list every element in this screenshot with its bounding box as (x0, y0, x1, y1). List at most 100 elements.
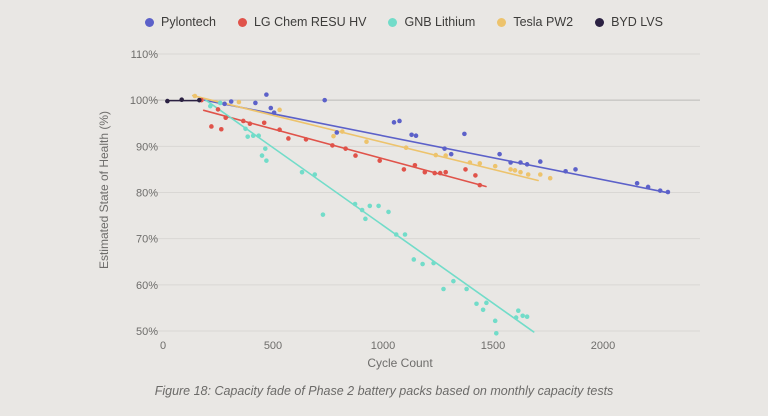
data-point-lg-chem-resu-hv (473, 173, 478, 178)
data-point-gnb-lithium (492, 318, 498, 324)
data-point-gnb-lithium (513, 315, 519, 320)
data-point-pylontech (448, 151, 454, 157)
data-point-gnb-lithium (259, 153, 265, 158)
y-tick-label: 100% (130, 95, 158, 107)
data-point-pylontech (409, 132, 414, 138)
legend-swatch-icon (237, 17, 247, 27)
data-point-lg-chem-resu-hv (247, 121, 253, 127)
data-point-gnb-lithium (480, 307, 486, 313)
data-point-pylontech (645, 184, 651, 190)
data-point-pylontech (228, 99, 234, 104)
legend-label: GNB Lithium (404, 15, 476, 29)
chart-legend: Pylontech LG Chem RESU HV GNB Lithium Tesla… (0, 15, 768, 29)
legend-label: BYD LVS (611, 15, 663, 29)
data-point-tesla-pw2 (443, 153, 449, 158)
data-point-lg-chem-resu-hv (303, 137, 309, 142)
data-point-lg-chem-resu-hv (477, 182, 483, 188)
data-point-tesla-pw2 (192, 93, 198, 99)
data-point-lg-chem-resu-hv (437, 170, 443, 176)
data-point-gnb-lithium (474, 301, 479, 307)
data-point-gnb-lithium (484, 300, 489, 306)
data-point-byd-lvs (197, 97, 202, 103)
legend-label: Tesla PW2 (513, 15, 574, 29)
data-point-gnb-lithium (494, 331, 499, 336)
data-point-gnb-lithium (320, 212, 326, 217)
x-tick-label: 0 (160, 340, 166, 352)
data-point-gnb-lithium (386, 209, 391, 215)
data-point-pylontech (264, 92, 269, 97)
data-point-lg-chem-resu-hv (422, 169, 428, 175)
data-point-lg-chem-resu-hv (286, 136, 291, 141)
data-point-gnb-lithium (217, 100, 223, 106)
data-point-lg-chem-resu-hv (223, 115, 228, 121)
data-point-lg-chem-resu-hv (463, 167, 468, 172)
data-point-lg-chem-resu-hv (377, 158, 383, 163)
legend-item-gnb-lithium: GNB Lithium (388, 15, 475, 29)
legend-item-lg-chem-resu-hv: LG Chem RESU HV (237, 15, 366, 29)
data-point-pylontech (563, 168, 568, 174)
data-point-tesla-pw2 (433, 152, 439, 158)
data-point-lg-chem-resu-hv (330, 143, 335, 148)
data-point-gnb-lithium (393, 232, 399, 237)
x-tick-label: 500 (264, 340, 282, 352)
data-point-tesla-pw2 (403, 145, 409, 151)
data-point-lg-chem-resu-hv (343, 146, 348, 151)
data-point-tesla-pw2 (364, 139, 369, 145)
data-point-tesla-pw2 (538, 172, 543, 177)
data-point-lg-chem-resu-hv (443, 169, 449, 175)
data-point-lg-chem-resu-hv (209, 124, 214, 129)
y-axis-title: Estimated State of Health (%) (97, 111, 111, 269)
data-point-tesla-pw2 (277, 107, 282, 113)
data-point-gnb-lithium (243, 126, 248, 132)
data-point-gnb-lithium (402, 232, 408, 237)
data-point-gnb-lithium (524, 314, 530, 319)
data-point-pylontech (413, 133, 419, 139)
data-point-lg-chem-resu-hv (215, 107, 221, 112)
trend-line-pylontech (204, 99, 670, 194)
data-point-pylontech (253, 100, 258, 106)
data-point-tesla-pw2 (467, 160, 473, 165)
data-point-pylontech (397, 118, 402, 124)
data-point-gnb-lithium (420, 261, 425, 267)
data-point-pylontech (657, 188, 663, 193)
data-point-byd-lvs (179, 97, 184, 103)
data-point-gnb-lithium (352, 201, 358, 207)
data-point-gnb-lithium (359, 207, 365, 213)
data-point-tesla-pw2 (512, 168, 518, 173)
legend-label: Pylontech (161, 15, 216, 29)
data-point-tesla-pw2 (547, 175, 553, 181)
trend-line-gnb-lithium (205, 99, 535, 333)
data-point-tesla-pw2 (340, 129, 345, 134)
y-tick-label: 70% (136, 234, 158, 246)
data-point-pylontech (508, 160, 513, 165)
data-point-gnb-lithium (367, 203, 373, 209)
y-tick-label: 60% (136, 280, 158, 292)
y-tick-label: 90% (136, 141, 158, 153)
x-tick-label: 2000 (591, 340, 615, 352)
data-point-lg-chem-resu-hv (241, 118, 246, 124)
data-point-byd-lvs (165, 98, 170, 104)
data-point-lg-chem-resu-hv (261, 120, 267, 126)
legend-item-byd-lvs: BYD LVS (595, 15, 663, 29)
data-point-pylontech (524, 162, 530, 167)
data-point-pylontech (222, 101, 227, 107)
data-point-tesla-pw2 (508, 167, 513, 172)
data-point-gnb-lithium (208, 103, 213, 109)
data-point-pylontech (497, 151, 502, 157)
legend-swatch-icon (497, 17, 507, 27)
data-point-tesla-pw2 (492, 163, 498, 169)
data-point-pylontech (665, 189, 671, 195)
data-point-tesla-pw2 (477, 161, 483, 166)
legend-swatch-icon (595, 17, 605, 27)
data-point-pylontech (322, 97, 328, 103)
data-point-lg-chem-resu-hv (353, 153, 358, 158)
data-point-gnb-lithium (245, 134, 250, 139)
data-point-gnb-lithium (451, 278, 456, 284)
data-point-pylontech (538, 159, 543, 164)
x-axis-title: Cycle Count (367, 356, 433, 370)
data-point-pylontech (518, 160, 523, 165)
data-point-tesla-pw2 (518, 169, 523, 175)
y-tick-label: 80% (136, 188, 158, 200)
data-point-pylontech (462, 131, 467, 137)
